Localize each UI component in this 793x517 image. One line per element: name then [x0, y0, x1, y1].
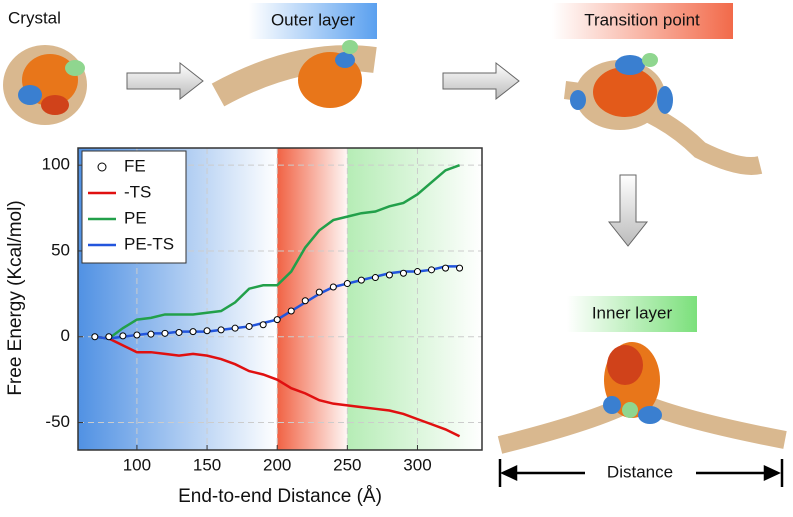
arrow	[607, 174, 649, 247]
data-point	[315, 288, 323, 296]
data-point	[245, 322, 253, 330]
label-transition: Transition point	[584, 10, 700, 29]
label-box	[249, 3, 377, 39]
legend-label: -TS	[124, 182, 151, 201]
x-tick-label: 100	[123, 455, 151, 474]
label-inner: Inner layer	[592, 303, 673, 322]
data-point	[442, 264, 450, 272]
data-point	[371, 274, 379, 282]
x-tick-label: 200	[263, 455, 291, 474]
data-point	[357, 276, 365, 284]
legend-label: PE	[124, 208, 147, 227]
x-tick-label: 250	[333, 455, 361, 474]
shaded-region	[347, 148, 482, 450]
data-point	[428, 266, 435, 274]
y-tick-label: -50	[45, 412, 70, 431]
data-point	[105, 333, 113, 341]
data-point	[259, 321, 267, 329]
data-point	[287, 307, 295, 315]
distance-arrow	[498, 459, 784, 487]
data-point	[343, 280, 351, 288]
legend-label: PE-TS	[124, 234, 174, 253]
legend-marker	[97, 162, 107, 172]
data-point	[91, 333, 99, 341]
y-tick-label: 50	[51, 240, 70, 259]
plot: 100 150 200 250 300 -50 0 50 100 FE -TS PE PE-TS	[42, 147, 483, 474]
data-point	[301, 297, 309, 305]
x-tick-label: 150	[193, 455, 221, 474]
data-point	[456, 264, 464, 272]
data-point	[385, 271, 393, 279]
arrow	[126, 61, 204, 101]
molecule-crystal	[3, 45, 87, 125]
legend-label: FE	[124, 156, 146, 175]
data-point	[217, 326, 225, 334]
y-tick-label: 100	[42, 155, 70, 174]
data-point	[133, 331, 141, 339]
label-outer: Outer layer	[271, 10, 355, 29]
arrow	[442, 61, 520, 101]
label-box	[552, 3, 733, 39]
y-axis-label: Free Energy (Kcal/mol)	[5, 200, 26, 395]
x-tick-label: 300	[403, 455, 431, 474]
data-point	[399, 269, 407, 277]
series-line	[94, 163, 460, 340]
data-point	[413, 268, 421, 276]
data-point	[231, 324, 239, 332]
data-point	[119, 332, 127, 340]
data-point	[175, 328, 183, 336]
data-point	[189, 328, 197, 336]
x-axis-label: End-to-end Distance (Å)	[178, 486, 382, 507]
data-point	[161, 329, 169, 337]
molecule-transition	[563, 53, 763, 175]
label-crystal: Crystal	[8, 8, 61, 27]
distance-label: Distance	[607, 462, 673, 481]
data-point	[147, 330, 155, 338]
data-point	[329, 283, 337, 291]
data-point	[203, 327, 211, 335]
data-point	[273, 316, 281, 324]
molecule-outer	[211, 40, 377, 108]
plot-frame	[77, 147, 483, 451]
series-line	[94, 335, 461, 438]
molecule-inner	[497, 342, 787, 454]
label-box	[567, 296, 697, 332]
y-tick-label: 0	[61, 326, 70, 345]
